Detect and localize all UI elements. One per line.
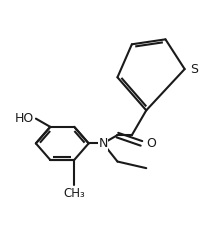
Text: N: N — [98, 137, 108, 150]
Text: O: O — [146, 137, 156, 150]
Text: CH₃: CH₃ — [63, 187, 85, 200]
Text: S: S — [190, 62, 198, 76]
Text: HO: HO — [15, 112, 34, 125]
